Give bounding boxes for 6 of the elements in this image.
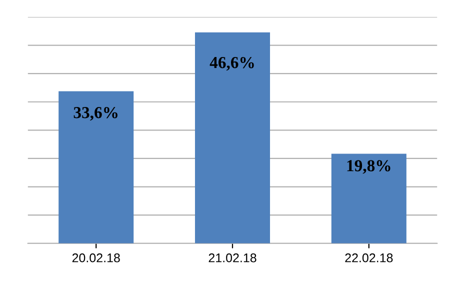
x-tick-label: 22.02.18 [345, 253, 393, 262]
x-tick-label: 20.02.18 [72, 253, 120, 262]
data-label: 19,8% [347, 160, 390, 174]
data-label: 46,6% [210, 56, 254, 71]
data-label: 33,6% [74, 106, 118, 121]
x-tick-label: 21.02.18 [208, 253, 256, 262]
